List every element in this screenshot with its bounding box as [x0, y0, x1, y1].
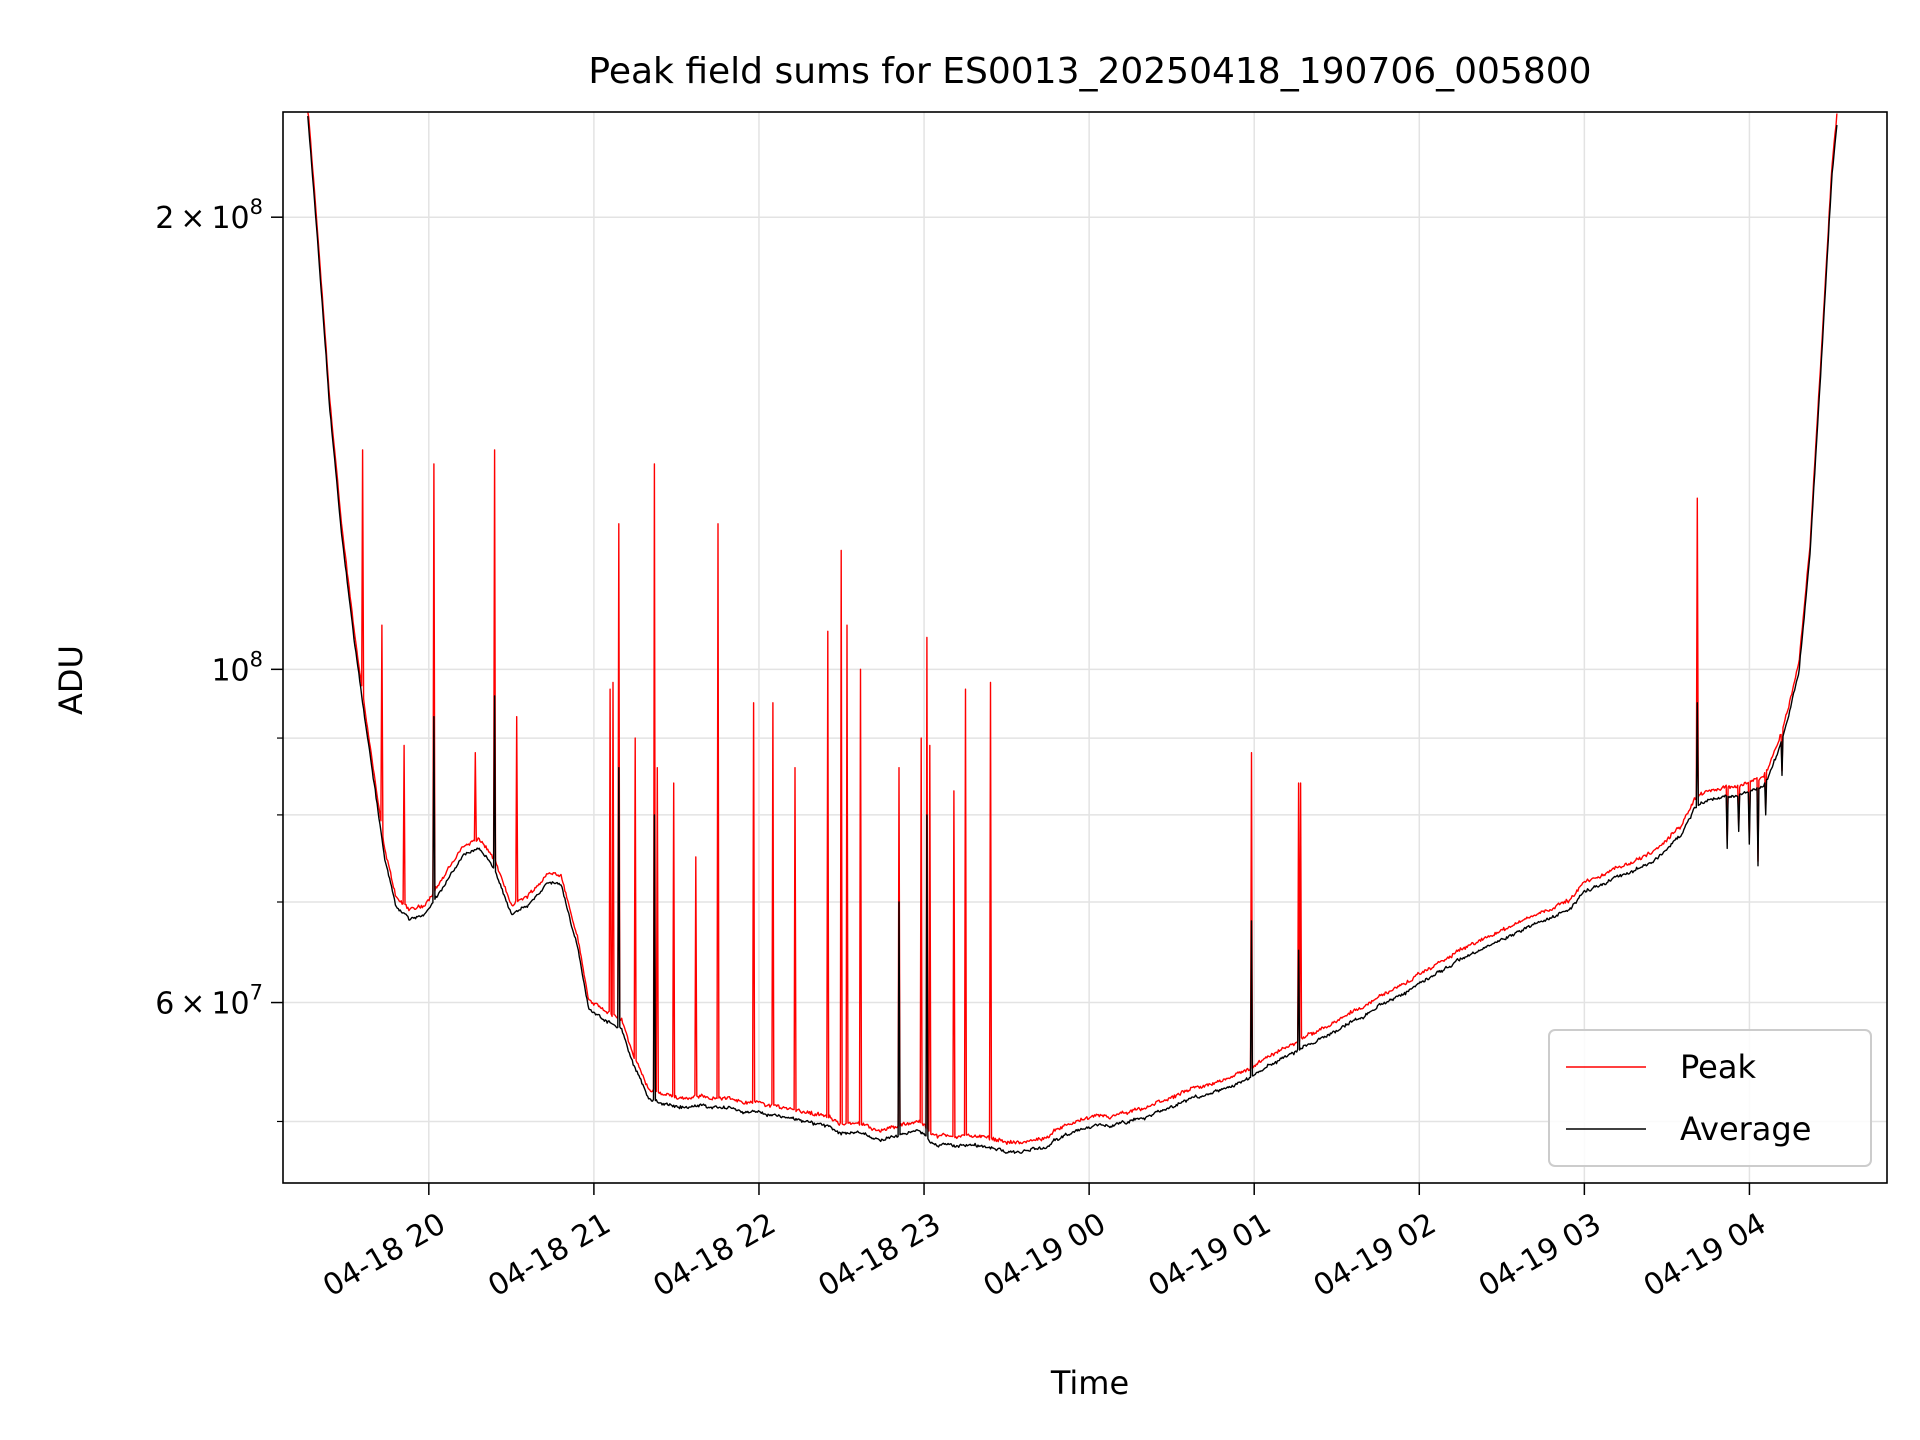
plot-area: [307, 111, 1838, 1154]
series-line-peak: [307, 111, 1838, 1145]
legend-label-average: Average: [1680, 1110, 1811, 1148]
axes-frame: [282, 111, 1888, 1184]
x-axis-label: Time: [1050, 1364, 1129, 1402]
chart-title: Peak field sums for ES0013_20250418_1907…: [588, 51, 1591, 92]
legend-label-peak: Peak: [1680, 1048, 1756, 1086]
y-tick-label: 2 × 108: [155, 195, 263, 236]
y-axis-label: ADU: [52, 645, 90, 715]
legend: Peak Average: [1548, 1029, 1872, 1167]
series-line-average: [307, 116, 1838, 1154]
legend-box: [1548, 1029, 1872, 1167]
y-tick-label: 108: [211, 647, 263, 688]
y-axis: 2 × 108 108 6 × 107: [155, 195, 283, 1123]
grid: [283, 112, 1887, 1183]
y-tick-label: 6 × 107: [155, 981, 263, 1022]
